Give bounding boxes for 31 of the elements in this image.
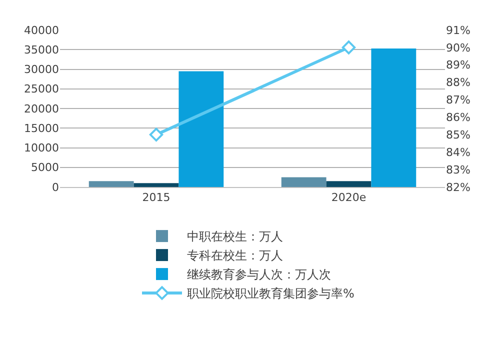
bar — [371, 48, 416, 187]
y-tick-label: 10000 — [24, 142, 59, 155]
bar — [281, 177, 326, 187]
y2-tick-label: 87% — [446, 94, 470, 107]
y2-tick-label: 91% — [446, 24, 470, 37]
y-tick-label: 20000 — [24, 102, 59, 116]
legend-label: 继续教育参与人次：万人次 — [187, 268, 331, 282]
bar — [178, 71, 224, 187]
legend-label: 职业院校职业教育集团参与率% — [187, 286, 354, 301]
x-tick-label: 2020e — [331, 191, 366, 204]
y-tick-label: 5000 — [31, 161, 59, 174]
y2-tick-label: 83% — [446, 163, 470, 176]
y2-tick-label: 89% — [446, 58, 470, 72]
y2-tick-label: 86% — [446, 111, 470, 124]
x-tick-label: 2015 — [142, 191, 170, 204]
y-tick-label: 35000 — [24, 43, 59, 56]
y-tick-label: 0 — [52, 180, 59, 194]
y2-tick-label: 84% — [446, 146, 470, 159]
y2-tick-label: 82% — [446, 180, 470, 194]
y-tick-label: 25000 — [24, 82, 59, 96]
bar — [326, 181, 372, 187]
legend-label: 专科在校生：万人 — [187, 248, 283, 263]
y2-tick-label: 88% — [446, 76, 470, 90]
y-tick-label: 15000 — [24, 122, 59, 135]
y2-tick-label: 85% — [446, 128, 470, 142]
bar — [134, 183, 179, 187]
y2-tick-label: 90% — [446, 41, 470, 54]
y-tick-label: 30000 — [24, 63, 59, 76]
y-tick-label: 40000 — [24, 24, 59, 37]
bar — [88, 181, 134, 187]
legend-label: 中职在校生：万人 — [187, 230, 283, 244]
